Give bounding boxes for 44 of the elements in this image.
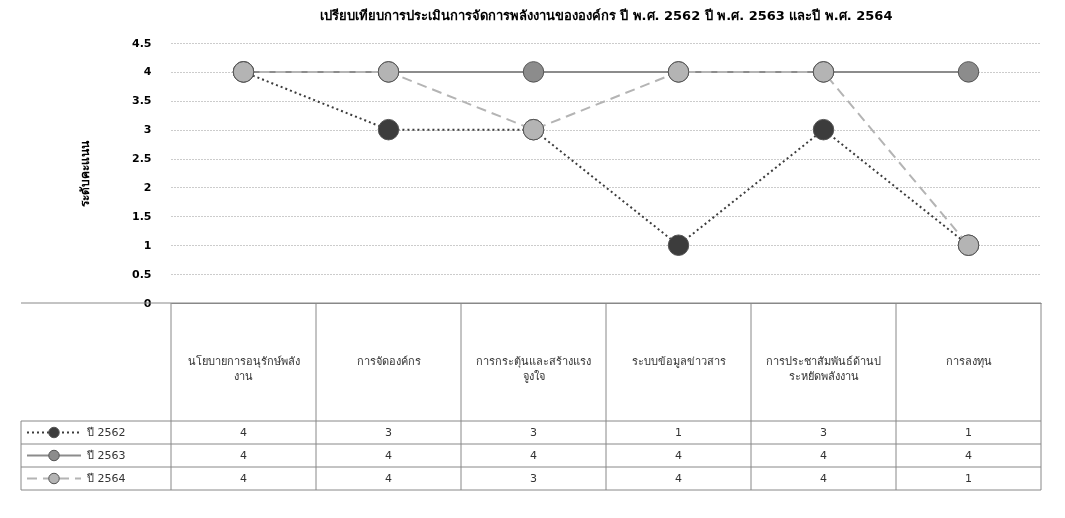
point	[522, 61, 545, 83]
data-label: 1	[675, 425, 682, 439]
y-tick-label: 2.5	[132, 152, 152, 166]
data-label: 3	[530, 471, 537, 485]
data-label: 4	[965, 448, 972, 462]
data-label: 1	[965, 425, 972, 439]
point	[667, 234, 690, 256]
point	[957, 61, 980, 83]
legend-label: ปี 2563	[86, 448, 126, 462]
data-label: 1	[965, 471, 972, 485]
x-tick-label: นโยบายการอนุรักษ์พลังงาน	[187, 354, 300, 383]
legend-label: ปี 2564	[86, 471, 126, 485]
data-label: 3	[820, 425, 827, 439]
x-tick-label: การลงทุน	[945, 355, 992, 368]
chart-title: เปรียบเทียบการประเมินการจัดการพลังงานขององค์กร ปี พ.ศ. 2562 ปี พ.ศ. 2563 และปี พ.ศ. 2564	[319, 8, 893, 23]
y-tick-label: 0.5	[132, 267, 152, 281]
y-axis-title: ระดับคะแนน	[78, 139, 93, 207]
data-label: 4	[530, 448, 537, 462]
data-label: 4	[240, 471, 247, 485]
data-label: 4	[820, 471, 827, 485]
legend-label: ปี 2562	[86, 425, 126, 439]
data-label: 4	[675, 471, 682, 485]
x-tick-label: ระบบข้อมูลข่าวสาร	[631, 355, 726, 368]
point	[812, 118, 835, 141]
y-tick-label: 3.5	[132, 94, 152, 108]
y-tick-label: 0	[143, 296, 152, 310]
data-label: 4	[675, 448, 682, 462]
y-tick-label: 1.5	[132, 209, 152, 223]
data-label: 3	[385, 425, 392, 439]
x-tick-label: การประชาสัมพันธ์ด้านประหยัดพลังงาน	[766, 355, 881, 383]
y-tick-label: 1	[143, 238, 152, 252]
data-label: 4	[820, 448, 827, 462]
data-label: 4	[240, 448, 247, 462]
x-tick-label: การจัดองค์กร	[356, 355, 421, 368]
x-tick-label: การกระตุ้นและสร้างแรงจูงใจ	[476, 355, 591, 383]
point	[377, 118, 400, 141]
data-label: 4	[240, 425, 247, 439]
y-tick-label: 4.5	[132, 36, 152, 50]
data-label: 4	[385, 471, 392, 485]
y-tick-label: 2	[143, 180, 152, 194]
data-label: 4	[385, 448, 392, 462]
y-tick-label: 4	[143, 65, 152, 79]
y-tick-label: 3	[143, 123, 152, 137]
data-label: 3	[530, 425, 537, 439]
